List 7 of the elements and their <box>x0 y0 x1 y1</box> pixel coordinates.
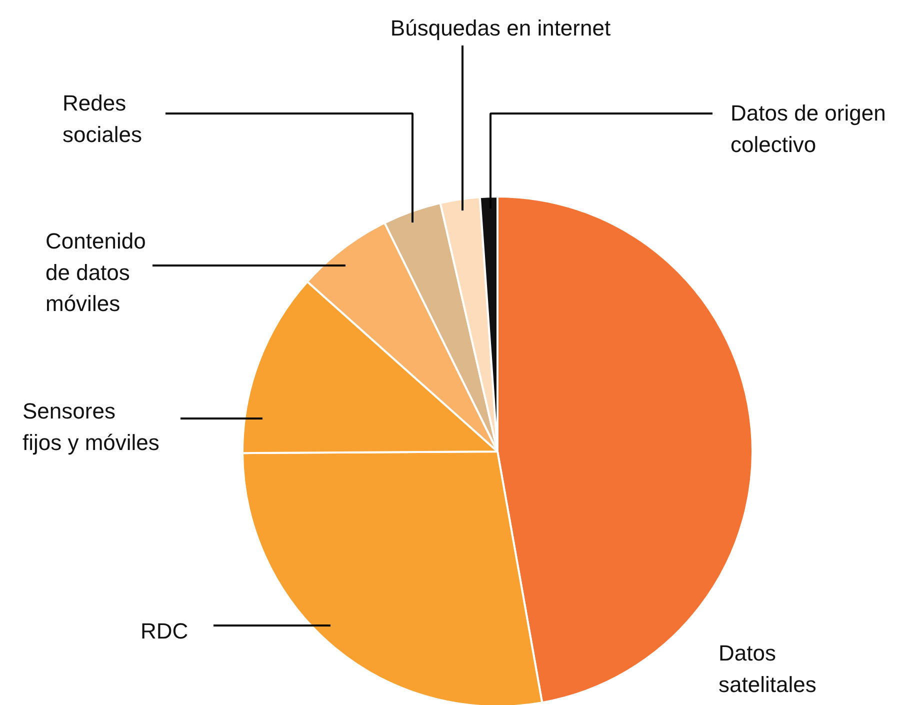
slice-label: RDC <box>140 618 188 644</box>
slice-label: Búsquedas en internet <box>390 16 611 40</box>
slice-label: Datos de origen colectivo <box>730 100 886 157</box>
slice-label: Datos satelitales <box>718 640 816 697</box>
slice-label: Redes sociales <box>62 90 142 147</box>
slice-label: Sensores fijos y móviles <box>22 398 160 455</box>
slice-label: Contenido de datos móviles <box>46 228 146 316</box>
